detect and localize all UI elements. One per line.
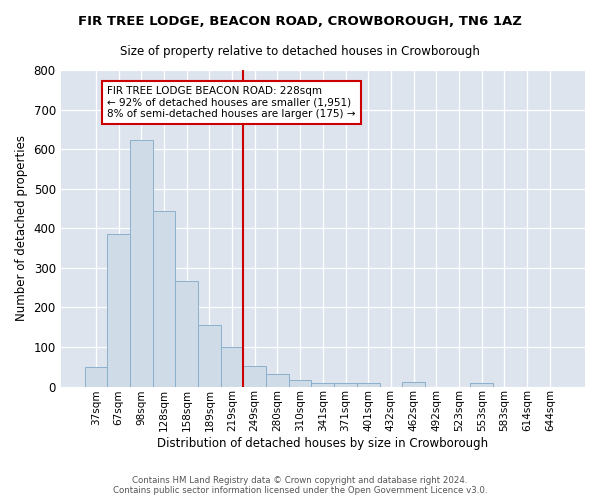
Bar bbox=[175, 281, 198, 386]
Bar bbox=[152, 212, 175, 386]
Bar bbox=[357, 382, 380, 386]
Bar bbox=[107, 234, 130, 386]
Text: FIR TREE LODGE BEACON ROAD: 228sqm
← 92% of detached houses are smaller (1,951)
: FIR TREE LODGE BEACON ROAD: 228sqm ← 92%… bbox=[107, 86, 356, 119]
Bar bbox=[130, 140, 152, 386]
Text: Contains HM Land Registry data © Crown copyright and database right 2024.
Contai: Contains HM Land Registry data © Crown c… bbox=[113, 476, 487, 495]
Bar bbox=[470, 384, 493, 386]
Bar bbox=[289, 380, 311, 386]
Bar bbox=[221, 348, 244, 387]
Y-axis label: Number of detached properties: Number of detached properties bbox=[15, 136, 28, 322]
Text: FIR TREE LODGE, BEACON ROAD, CROWBOROUGH, TN6 1AZ: FIR TREE LODGE, BEACON ROAD, CROWBOROUGH… bbox=[78, 15, 522, 28]
Bar bbox=[244, 366, 266, 386]
Bar bbox=[266, 374, 289, 386]
Text: Size of property relative to detached houses in Crowborough: Size of property relative to detached ho… bbox=[120, 45, 480, 58]
Bar bbox=[85, 367, 107, 386]
Bar bbox=[311, 382, 334, 386]
Bar bbox=[198, 325, 221, 386]
Bar bbox=[402, 382, 425, 386]
X-axis label: Distribution of detached houses by size in Crowborough: Distribution of detached houses by size … bbox=[157, 437, 488, 450]
Bar bbox=[334, 382, 357, 386]
